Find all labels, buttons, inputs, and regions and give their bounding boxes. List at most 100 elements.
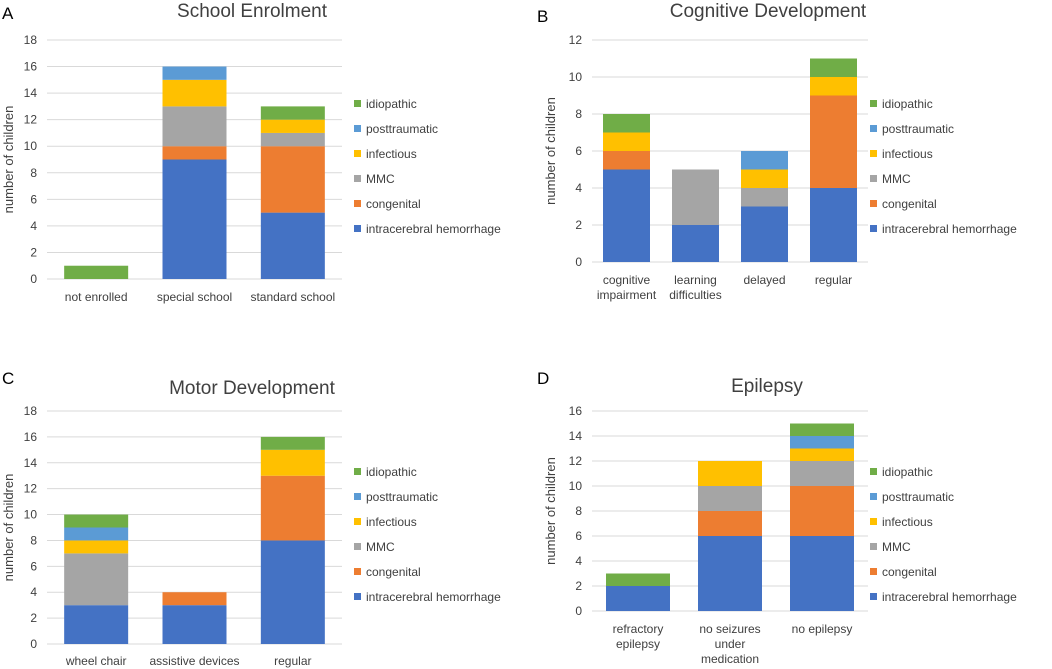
x-category-label-line: standard school — [250, 290, 335, 304]
bar-segment-posttraumatic — [162, 66, 227, 80]
chart-title: Motor Development — [169, 378, 336, 399]
legend-label: congenital — [882, 197, 937, 211]
y-tick-label: 2 — [575, 218, 582, 232]
bar-segment-infectious — [790, 448, 854, 461]
bar-segment-congenital — [698, 511, 762, 536]
y-axis-label: number of children — [1, 474, 16, 582]
x-category-label: refractory epilepsy — [613, 622, 664, 651]
bar-segment-infectious — [698, 461, 762, 486]
y-tick-label: 8 — [575, 504, 582, 518]
chart-title: Epilepsy — [731, 376, 803, 397]
legend-swatch-congenital — [870, 200, 877, 207]
bar-segment-idiopathic — [64, 514, 129, 528]
bar-segment-mmc — [672, 169, 719, 225]
legend-swatch-mmc — [870, 175, 877, 182]
legend-label: MMC — [366, 172, 395, 186]
legend-label: posttraumatic — [882, 122, 954, 136]
x-category-label: not enrolled — [65, 290, 128, 304]
y-tick-label: 6 — [575, 144, 582, 158]
legend-swatch-infectious — [870, 518, 877, 525]
bar-segment-congenital — [260, 475, 325, 541]
bar-segment-mmc — [162, 106, 227, 147]
x-category-label-line: refractory — [613, 622, 664, 636]
bar-segment-mmc — [698, 486, 762, 511]
bar-segment-congenital — [162, 146, 227, 160]
y-tick-label: 6 — [575, 529, 582, 543]
y-tick-label: 2 — [30, 611, 37, 625]
legend-label: infectious — [366, 515, 417, 529]
x-category-label: assistive devices — [149, 654, 239, 668]
y-axis-label: number of children — [543, 97, 558, 205]
y-tick-label: 12 — [24, 482, 38, 496]
x-category-label-line: regular — [274, 654, 311, 668]
legend-label: idiopathic — [882, 97, 933, 111]
bar-segment-idiopathic — [260, 106, 325, 120]
y-tick-label: 4 — [575, 181, 582, 195]
panel-epilepsy: D Epilepsy 0 2 4 6 8 10 12 14 16 number of children… — [537, 369, 1017, 666]
legend-swatch-posttraumatic — [870, 125, 877, 132]
legend-label: MMC — [882, 540, 911, 554]
bar-segment-idiopathic — [790, 423, 854, 436]
legend-label: idiopathic — [366, 465, 417, 479]
bar-segment-infectious — [741, 169, 788, 188]
legend-swatch-idiopathic — [354, 100, 361, 107]
y-axis-label: number of children — [1, 106, 16, 214]
y-tick-label: 4 — [575, 554, 582, 568]
bar-segment-intracerebral-hemorrhage — [64, 605, 129, 644]
y-tick-label: 16 — [24, 430, 38, 444]
legend-swatch-congenital — [870, 568, 877, 575]
bar-segment-intracerebral-hemorrhage — [260, 540, 325, 644]
legend-swatch-mmc — [870, 543, 877, 550]
legend-label: infectious — [366, 147, 417, 161]
panel-motor-development: C Motor Development 0 2 4 6 8 10 12 14 16 18 number … — [1, 369, 501, 668]
x-category-label-line: delayed — [743, 273, 785, 287]
panel-letter: B — [537, 7, 548, 26]
legend-swatch-idiopathic — [354, 468, 361, 475]
bar-segment-mmc — [790, 461, 854, 486]
x-category-label: regular — [274, 654, 311, 668]
chart-title: School Enrolment — [177, 1, 328, 22]
x-category-label-line: learning — [674, 273, 717, 287]
bar-segment-intracerebral-hemorrhage — [162, 159, 227, 279]
legend-label: posttraumatic — [882, 490, 954, 504]
y-tick-label: 10 — [569, 479, 583, 493]
x-category-label: no epilepsy — [792, 622, 853, 636]
y-tick-label: 10 — [569, 70, 583, 84]
y-tick-label: 8 — [575, 107, 582, 121]
bar-segment-infectious — [260, 119, 325, 133]
bar-segment-intracerebral-hemorrhage — [672, 225, 719, 262]
y-tick-label: 4 — [30, 219, 37, 233]
legend-label: idiopathic — [366, 97, 417, 111]
y-tick-label: 0 — [30, 637, 37, 651]
y-tick-label: 10 — [24, 508, 38, 522]
bar-segment-congenital — [603, 151, 650, 170]
legend-label: intracerebral hemorrhage — [882, 590, 1017, 604]
x-category-label: standard school — [250, 290, 335, 304]
legend-label: MMC — [366, 540, 395, 554]
legend-swatch-posttraumatic — [354, 493, 361, 500]
y-tick-label: 14 — [569, 429, 583, 443]
x-category-label-line: wheel chair — [65, 654, 127, 668]
legend-label: intracerebral hemorrhage — [882, 222, 1017, 236]
y-tick-label: 0 — [30, 272, 37, 286]
legend-label: congenital — [366, 197, 421, 211]
legend-swatch-intracerebral-hemorrhage — [870, 225, 877, 232]
bar-segment-idiopathic — [603, 114, 650, 133]
y-tick-label: 14 — [24, 86, 38, 100]
y-tick-label: 16 — [569, 404, 583, 418]
x-category-label: wheel chair — [65, 654, 127, 668]
bar-segment-infectious — [260, 449, 325, 476]
bar-segment-infectious — [810, 77, 857, 96]
legend-swatch-congenital — [354, 200, 361, 207]
y-tick-label: 0 — [575, 604, 582, 618]
legend-label: intracerebral hemorrhage — [366, 590, 501, 604]
legend-swatch-intracerebral-hemorrhage — [870, 593, 877, 600]
bar-segment-intracerebral-hemorrhage — [790, 536, 854, 611]
legend-swatch-mmc — [354, 543, 361, 550]
bar-segment-idiopathic — [64, 265, 129, 279]
x-category-label-line: not enrolled — [65, 290, 128, 304]
y-tick-label: 4 — [30, 585, 37, 599]
x-category-label-line: special school — [157, 290, 232, 304]
legend-label: infectious — [882, 515, 933, 529]
bar-segment-posttraumatic — [64, 527, 129, 541]
